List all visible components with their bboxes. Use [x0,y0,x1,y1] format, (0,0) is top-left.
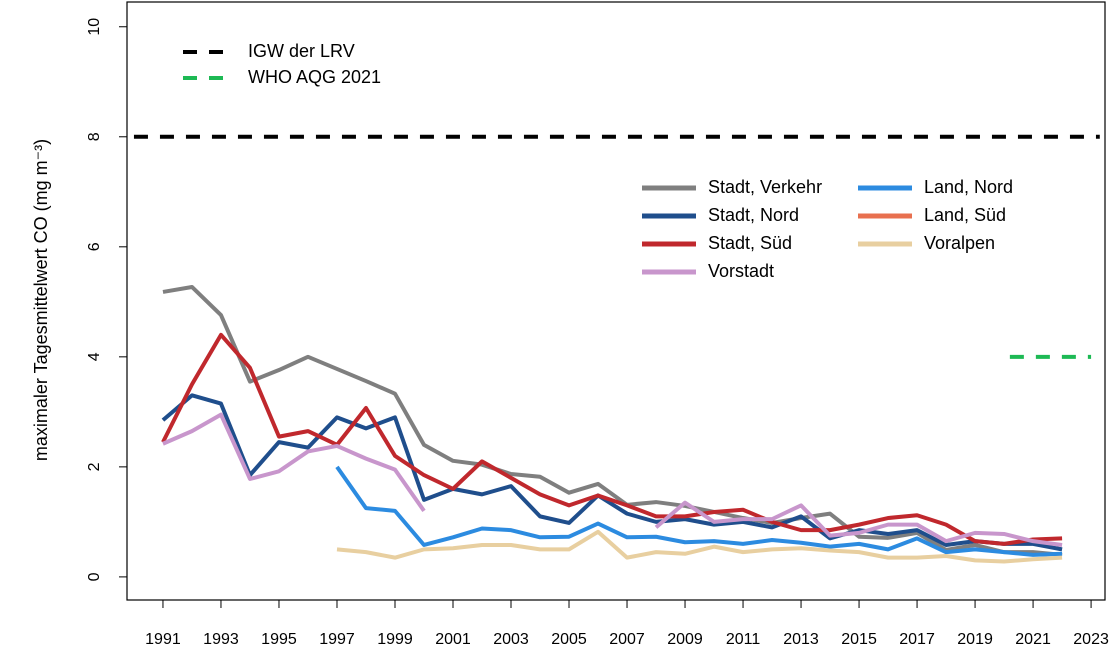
x-tick-label: 2015 [841,631,877,648]
x-tick-label: 2011 [726,631,761,648]
legend-label: Vorstadt [708,261,774,281]
y-tick-label: 10 [86,18,103,36]
legend-label: Land, Süd [924,205,1006,225]
x-tick-label: 2001 [435,631,471,648]
x-tick-label: 2007 [609,631,645,648]
legend-label: Stadt, Nord [708,205,799,225]
y-tick-label: 0 [86,572,103,581]
y-tick-label: 2 [86,462,103,471]
series-line [161,332,1063,546]
legend-label: Land, Nord [924,177,1013,197]
x-tick-label: 1995 [261,631,297,648]
series-line [162,412,426,513]
x-tick-label: 2009 [667,631,703,648]
x-tick-label: 1991 [145,631,181,648]
x-tick-label: 2017 [899,631,935,648]
y-tick-label: 4 [86,352,103,361]
x-tick-label: 2013 [783,631,819,648]
legend-label: Voralpen [924,233,995,253]
legend-label: IGW der LRV [248,41,355,61]
x-tick-label: 2021 [1015,631,1051,648]
y-tick-label: 8 [86,132,103,141]
legend-label: Stadt, Süd [708,233,792,253]
series-line [335,465,1063,557]
series-line [162,284,1063,557]
x-tick-label: 1993 [203,631,239,648]
y-axis-label: maximaler Tagesmittelwert CO (mg m⁻³) [31,139,51,461]
series-line [654,500,1063,547]
y-tick-label: 6 [86,242,103,251]
x-tick-label: 2005 [551,631,587,648]
x-tick-label: 2023 [1073,631,1109,648]
x-tick-label: 1999 [377,631,413,648]
x-tick-label: 2003 [493,631,529,648]
x-tick-label: 1997 [319,631,355,648]
x-tick-label: 2019 [957,631,993,648]
series-line [336,529,1063,564]
plot-frame [126,1,1106,601]
legend-label: Stadt, Verkehr [708,177,822,197]
series-line [161,393,1063,552]
legend-label: WHO AQG 2021 [248,67,381,87]
